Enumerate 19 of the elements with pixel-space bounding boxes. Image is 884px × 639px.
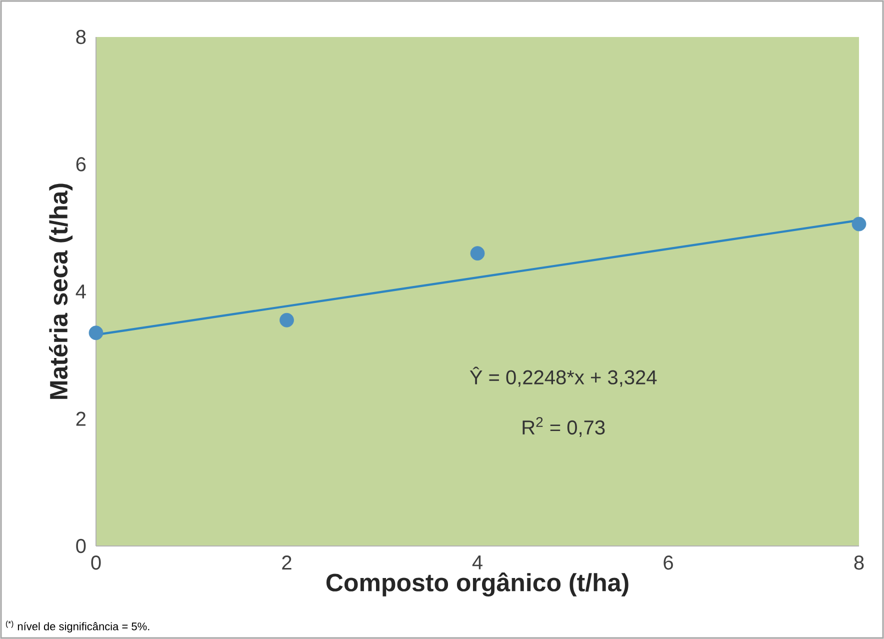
x-tick-label: 0 (91, 556, 101, 570)
x-tick-label: 6 (664, 556, 673, 570)
y-tick-label: 0 (76, 538, 86, 554)
point (280, 312, 294, 328)
y-axis-title: Matéria seca (t/ha) (49, 184, 73, 399)
x-axis-title: Composto orgânico (t/ha) (326, 572, 628, 596)
y-tick-label: 6 (76, 157, 86, 172)
y-tick-label: 4 (76, 284, 86, 298)
text: $^{(*)}$ nível de significância = 5%. (6, 620, 150, 632)
point (470, 246, 485, 261)
y-tick-label: 2 (76, 412, 86, 426)
point (852, 216, 866, 232)
x-tick-label: 4 (472, 556, 482, 570)
x-tick-label: 2 (282, 556, 292, 570)
annotation: R$^{2}$ = 0,73 (522, 417, 605, 437)
point (88, 326, 104, 340)
y-tick-label: 8 (76, 30, 86, 44)
annotation: Ŷ = 0,2248*x + 3,324 (470, 366, 657, 387)
x-tick-label: 8 (854, 556, 864, 570)
